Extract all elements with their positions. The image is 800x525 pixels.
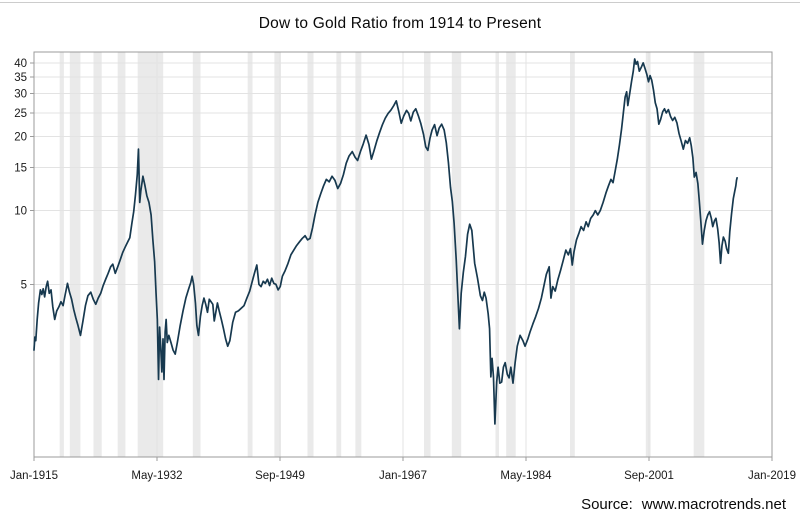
x-tick-label: Jan-1915	[10, 470, 58, 482]
recession-band	[307, 52, 314, 457]
x-tick-label: Sep-2001	[624, 470, 674, 482]
recession-band	[506, 52, 516, 457]
y-tick-label: 40	[14, 58, 27, 70]
recession-band	[355, 52, 362, 457]
x-tick-label: May-1984	[500, 470, 552, 482]
y-tick-label: 30	[14, 89, 27, 101]
source-credit: Source: www.macrotrends.net	[581, 496, 786, 513]
x-tick-label: Sep-1949	[255, 470, 305, 482]
x-tick-label: May-1932	[131, 470, 182, 482]
recession-band	[69, 52, 81, 457]
recession-band	[93, 52, 102, 457]
y-tick-label: 25	[14, 108, 27, 120]
recession-band	[247, 52, 253, 457]
recession-band	[336, 52, 342, 457]
ratio-line	[33, 58, 738, 425]
source-label: Source:	[581, 496, 633, 513]
recession-band	[693, 52, 705, 457]
y-tick-label: 20	[14, 132, 27, 144]
y-tick-label: 5	[21, 279, 27, 291]
recession-band	[424, 52, 431, 457]
y-tick-label: 10	[14, 206, 27, 218]
y-tick-label: 35	[14, 72, 27, 84]
x-tick-label: Jan-1967	[379, 470, 427, 482]
recession-band	[192, 52, 201, 457]
recession-band	[274, 52, 281, 457]
recession-band	[495, 52, 499, 457]
source-url: www.macrotrends.net	[641, 496, 786, 513]
x-tick-label: Jan-2019	[748, 470, 796, 482]
y-tick-label: 15	[14, 162, 27, 174]
chart-title: Dow to Gold Ratio from 1914 to Present	[258, 15, 542, 32]
recession-band	[59, 52, 64, 457]
image-top-border	[0, 2, 800, 3]
recession-band	[137, 52, 164, 457]
recession-band	[570, 52, 575, 457]
recession-band	[645, 52, 651, 457]
